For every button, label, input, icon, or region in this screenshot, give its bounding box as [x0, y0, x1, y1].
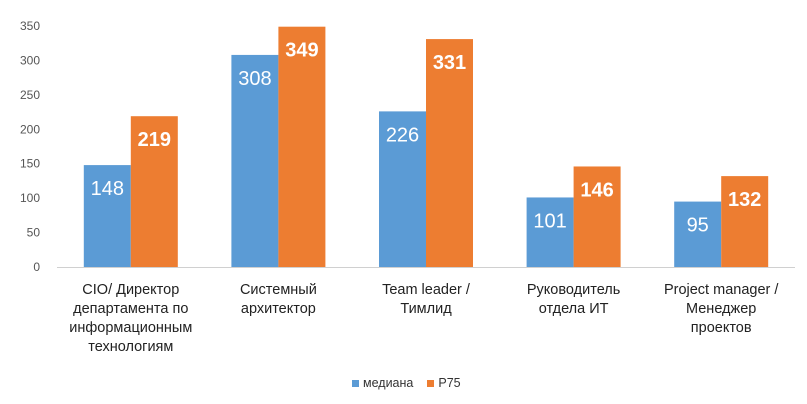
category-label-line: Project manager /	[663, 282, 779, 298]
data-label: 132	[728, 189, 761, 211]
category-label-line: информационным	[69, 320, 193, 336]
bar	[721, 176, 769, 267]
category-label-line: Тимлид	[400, 301, 452, 317]
bar	[674, 201, 722, 267]
bar	[130, 116, 178, 268]
category-label-line: Team leader /	[382, 282, 470, 298]
category-label: Руководитель отдела ИТ	[494, 281, 654, 319]
legend-label-median: медиана	[363, 376, 414, 390]
y-tick-label: 300	[20, 53, 40, 67]
data-label: 226	[386, 124, 419, 146]
data-label: 95	[687, 215, 709, 237]
data-label: 349	[285, 40, 318, 62]
legend-label-p75: P75	[438, 376, 461, 390]
bar	[83, 165, 131, 267]
y-tick-label: 350	[20, 19, 40, 33]
category-label: CIO/ Директор департамента по информационн…	[51, 281, 211, 357]
category-label: Team leader / Тимлид	[346, 281, 506, 319]
y-tick-label: 50	[27, 226, 41, 240]
category-label-line: CIO/ Директор	[82, 282, 180, 298]
data-label: 146	[580, 179, 613, 201]
legend-swatch-median	[352, 379, 359, 387]
category-label-line: Менеджер	[686, 301, 757, 317]
bar	[379, 111, 426, 267]
data-label: 331	[433, 52, 466, 74]
category-label-line: технологиям	[88, 339, 174, 355]
category-label: Системный архитектор	[198, 281, 358, 319]
legend-swatch-p75	[427, 379, 435, 387]
bar	[526, 197, 574, 267]
category-label-line: отдела ИТ	[538, 301, 609, 317]
bar	[278, 26, 326, 268]
bar	[426, 39, 473, 267]
data-label: 148	[91, 178, 124, 200]
bar	[573, 166, 621, 267]
category-label: Project manager / Менеджер проектов	[641, 281, 801, 338]
bar	[231, 54, 279, 267]
y-tick-label: 100	[20, 191, 40, 205]
y-tick-label: 150	[20, 157, 40, 171]
category-label-line: департамента по	[73, 301, 189, 317]
y-tick-label: 200	[20, 122, 40, 136]
legend-item-median: медиана	[352, 376, 413, 390]
y-tick-label: 0	[33, 260, 40, 274]
y-tick-label: 250	[20, 88, 40, 102]
data-label: 308	[238, 68, 271, 90]
data-label: 219	[138, 129, 171, 151]
category-label-line: Руководитель	[526, 282, 621, 298]
legend-item-p75: P75	[427, 376, 461, 390]
category-label-line: архитектор	[240, 301, 316, 317]
category-label-line: Системный	[239, 282, 317, 298]
data-label: 101	[533, 210, 566, 232]
legend: медиана P75	[352, 376, 475, 390]
category-label-line: проектов	[690, 320, 752, 336]
